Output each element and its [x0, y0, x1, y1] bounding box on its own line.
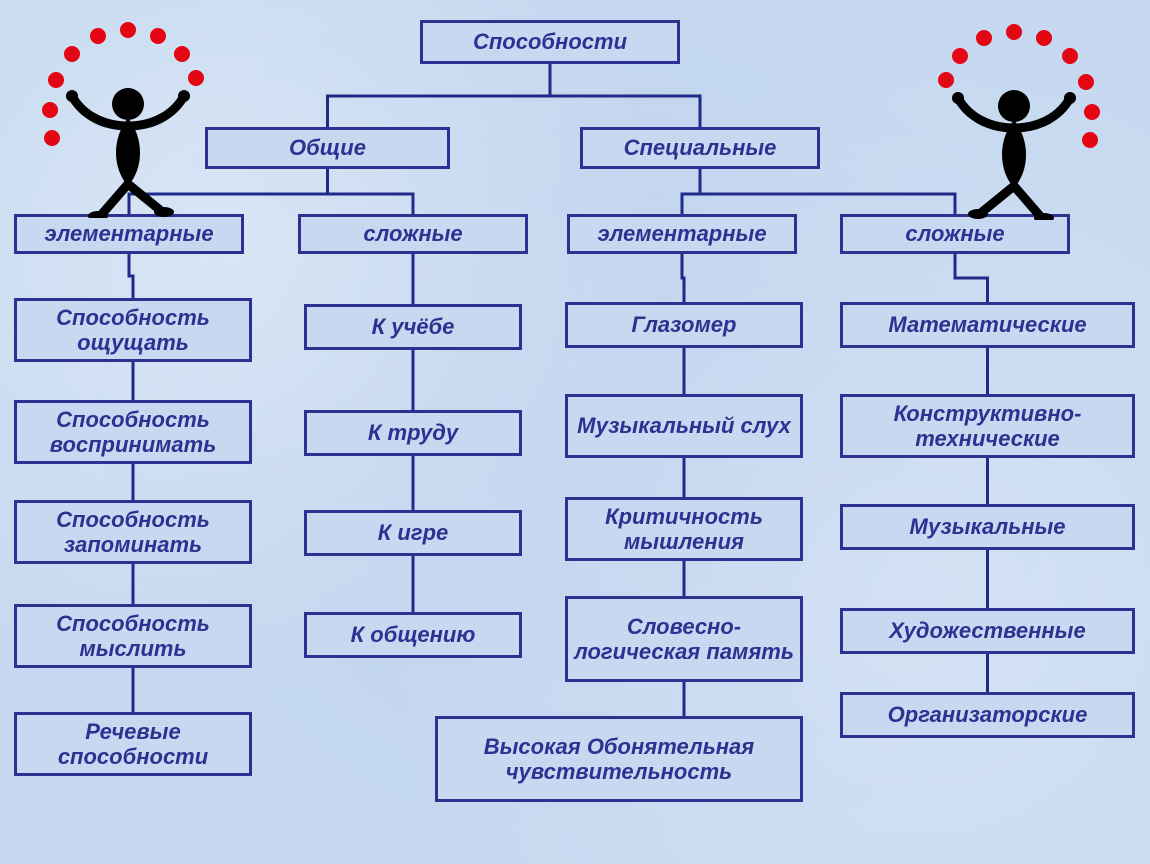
edge: [682, 169, 700, 214]
node-label: К общению: [351, 622, 476, 647]
node-d1: Глазомер: [565, 302, 803, 348]
node-label: сложные: [905, 221, 1004, 246]
node-label: К труду: [368, 420, 458, 445]
node-label: элементарные: [44, 221, 213, 246]
edge: [700, 169, 955, 214]
node-b3: К игре: [304, 510, 522, 556]
node-label: элементарные: [597, 221, 766, 246]
node-label: Организаторские: [888, 702, 1088, 727]
node-label: сложные: [363, 221, 462, 246]
node-e3: Музыкальные: [840, 504, 1135, 550]
edge: [129, 254, 133, 298]
node-label: Способность запоминать: [21, 507, 245, 558]
node-a5: Речевые способности: [14, 712, 252, 776]
node-label: Способность ощущать: [21, 305, 245, 356]
node-label: Специальные: [624, 135, 777, 160]
edge: [550, 64, 700, 127]
node-label: К игре: [378, 520, 449, 545]
node-b1: К учёбе: [304, 304, 522, 350]
node-a1: Способность ощущать: [14, 298, 252, 362]
node-label: Общие: [289, 135, 366, 160]
edge: [328, 64, 551, 127]
node-label: К учёбе: [372, 314, 455, 339]
node-label: Способность мыслить: [21, 611, 245, 662]
juggler-icon: [32, 18, 222, 218]
node-label: Способность воспринимать: [21, 407, 245, 458]
node-c4: сложные: [840, 214, 1070, 254]
node-gen: Общие: [205, 127, 450, 169]
node-spec: Специальные: [580, 127, 820, 169]
node-label: Художественные: [889, 618, 1085, 643]
node-e5: Организаторские: [840, 692, 1135, 738]
node-a3: Способность запоминать: [14, 500, 252, 564]
node-label: Музыкальные: [909, 514, 1065, 539]
node-c2: сложные: [298, 214, 528, 254]
node-label: Глазомер: [632, 312, 737, 337]
node-a4: Способность мыслить: [14, 604, 252, 668]
edge: [129, 169, 328, 214]
node-label: Высокая Обонятельная чувствительность: [442, 734, 796, 785]
node-label: Музыкальный слух: [577, 413, 791, 438]
node-label: Словесно-логическая память: [572, 614, 796, 665]
node-a2: Способность воспринимать: [14, 400, 252, 464]
node-label: Конструктивно-технические: [847, 401, 1128, 452]
node-c3: элементарные: [567, 214, 797, 254]
edge: [328, 169, 414, 214]
node-d2: Музыкальный слух: [565, 394, 803, 458]
node-d5: Высокая Обонятельная чувствительность: [435, 716, 803, 802]
node-b2: К труду: [304, 410, 522, 456]
node-e2: Конструктивно-технические: [840, 394, 1135, 458]
node-e4: Художественные: [840, 608, 1135, 654]
node-c1: элементарные: [14, 214, 244, 254]
juggler-icon: [920, 20, 1110, 220]
node-root: Способности: [420, 20, 680, 64]
node-e1: Математические: [840, 302, 1135, 348]
edge: [955, 254, 988, 302]
node-label: Способности: [473, 29, 627, 54]
node-b4: К общению: [304, 612, 522, 658]
node-label: Речевые способности: [21, 719, 245, 770]
node-label: Критичность мышления: [572, 504, 796, 555]
node-label: Математические: [888, 312, 1086, 337]
node-d4: Словесно-логическая память: [565, 596, 803, 682]
node-d3: Критичность мышления: [565, 497, 803, 561]
edge: [682, 254, 684, 302]
